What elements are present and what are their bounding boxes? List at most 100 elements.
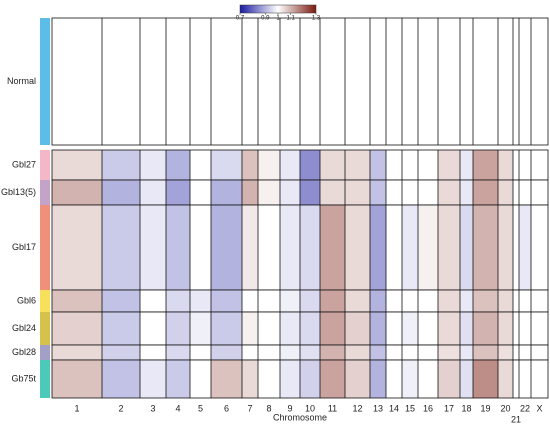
heatmap-cell xyxy=(52,150,102,180)
heatmap-cell xyxy=(418,360,438,398)
heatmap-cell xyxy=(190,180,211,205)
heatmap-cell xyxy=(370,345,386,360)
heatmap-cell xyxy=(166,312,190,345)
heatmap-cell xyxy=(460,360,473,398)
heatmap-cell xyxy=(370,150,386,180)
heatmap-cell xyxy=(519,360,531,398)
heatmap-cell xyxy=(140,18,166,145)
heatmap-cell xyxy=(460,205,473,290)
heatmap-cell xyxy=(258,312,280,345)
heatmap-cell xyxy=(498,205,513,290)
heatmap-cell xyxy=(280,180,300,205)
x-tick-label: 6 xyxy=(224,403,229,413)
heatmap-cell xyxy=(320,150,345,180)
heatmap-cell xyxy=(473,150,498,180)
heatmap-cell xyxy=(531,345,548,360)
heatmap-cell xyxy=(519,18,531,145)
heatmap-cell xyxy=(531,290,548,312)
heatmap-cell xyxy=(438,360,460,398)
heatmap-cell xyxy=(102,290,140,312)
heatmap-cell xyxy=(370,290,386,312)
heatmap-cell xyxy=(280,150,300,180)
heatmap-cell xyxy=(531,18,548,145)
heatmap-cell xyxy=(140,312,166,345)
x-axis-label: Chromosome xyxy=(273,412,327,422)
heatmap-cell xyxy=(531,360,548,398)
x-tick-label: 19 xyxy=(480,403,490,413)
heatmap-cell xyxy=(513,18,519,145)
heatmap-cell xyxy=(258,180,280,205)
x-tick-label: 21 xyxy=(511,414,521,424)
x-tick-label: 9 xyxy=(287,403,292,413)
heatmap-cell xyxy=(418,345,438,360)
heatmap-cell xyxy=(166,205,190,290)
heatmap-cell xyxy=(190,360,211,398)
heatmap-cell xyxy=(402,290,418,312)
heatmap-cell xyxy=(140,180,166,205)
colorbar-tick-label: 1 xyxy=(276,16,280,22)
heatmap-cell xyxy=(258,18,280,145)
heatmap-cell xyxy=(320,205,345,290)
heatmap-cell xyxy=(402,312,418,345)
heatmap-cell xyxy=(211,205,242,290)
heatmap-cell xyxy=(300,18,320,145)
heatmap-cell xyxy=(102,180,140,205)
heatmap-cell xyxy=(438,312,460,345)
x-tick-label: X xyxy=(536,403,542,413)
x-tick-label: 17 xyxy=(444,403,454,413)
group-label: Gbl17 xyxy=(12,242,36,252)
heatmap-cell xyxy=(438,180,460,205)
heatmap-cell xyxy=(513,180,519,205)
heatmap-cell xyxy=(102,312,140,345)
colorbar-tick-label: 0.9 xyxy=(261,16,270,22)
group-color-strip xyxy=(40,345,50,360)
heatmap-cell xyxy=(438,205,460,290)
group-color-strip xyxy=(40,290,50,312)
x-tick-label: 5 xyxy=(198,403,203,413)
heatmap-cell xyxy=(438,345,460,360)
heatmap-cell xyxy=(370,180,386,205)
heatmap-cell xyxy=(102,150,140,180)
heatmap-cell xyxy=(280,345,300,360)
heatmap-cell xyxy=(52,18,102,145)
heatmap-cell xyxy=(280,18,300,145)
heatmap-cell xyxy=(258,205,280,290)
heatmap-cell xyxy=(166,360,190,398)
group-color-strip xyxy=(40,360,50,398)
heatmap-cell xyxy=(300,290,320,312)
heatmap-cell xyxy=(370,360,386,398)
heatmap-cell xyxy=(320,345,345,360)
heatmap-cell xyxy=(52,360,102,398)
x-tick-label: 12 xyxy=(352,403,362,413)
heatmap-cell xyxy=(102,345,140,360)
x-tick-label: 10 xyxy=(305,403,315,413)
heatmap-cell xyxy=(473,345,498,360)
heatmap-cell xyxy=(531,180,548,205)
heatmap-cell xyxy=(140,205,166,290)
heatmap-cell xyxy=(498,18,513,145)
x-tick-label: 7 xyxy=(247,403,252,413)
heatmap-cell xyxy=(513,150,519,180)
heatmap-cell xyxy=(473,205,498,290)
heatmap-cell xyxy=(438,150,460,180)
heatmap-cell xyxy=(345,290,370,312)
x-tick-label: 20 xyxy=(500,403,510,413)
heatmap-cell xyxy=(498,360,513,398)
heatmap-cell xyxy=(519,205,531,290)
heatmap-cell xyxy=(300,150,320,180)
heatmap-cell xyxy=(345,180,370,205)
heatmap-cell xyxy=(519,180,531,205)
heatmap-cell xyxy=(513,290,519,312)
heatmap-cell xyxy=(280,205,300,290)
heatmap-cell xyxy=(242,205,258,290)
group-label: Gbl13(5) xyxy=(1,187,36,197)
x-tick-label: 14 xyxy=(389,403,399,413)
heatmap-cell xyxy=(418,312,438,345)
heatmap-cell xyxy=(418,18,438,145)
heatmap-cell xyxy=(300,360,320,398)
heatmap-cell xyxy=(418,290,438,312)
heatmap-cell xyxy=(166,18,190,145)
heatmap-cell xyxy=(519,290,531,312)
heatmap-cell xyxy=(370,18,386,145)
heatmap-cell xyxy=(140,345,166,360)
